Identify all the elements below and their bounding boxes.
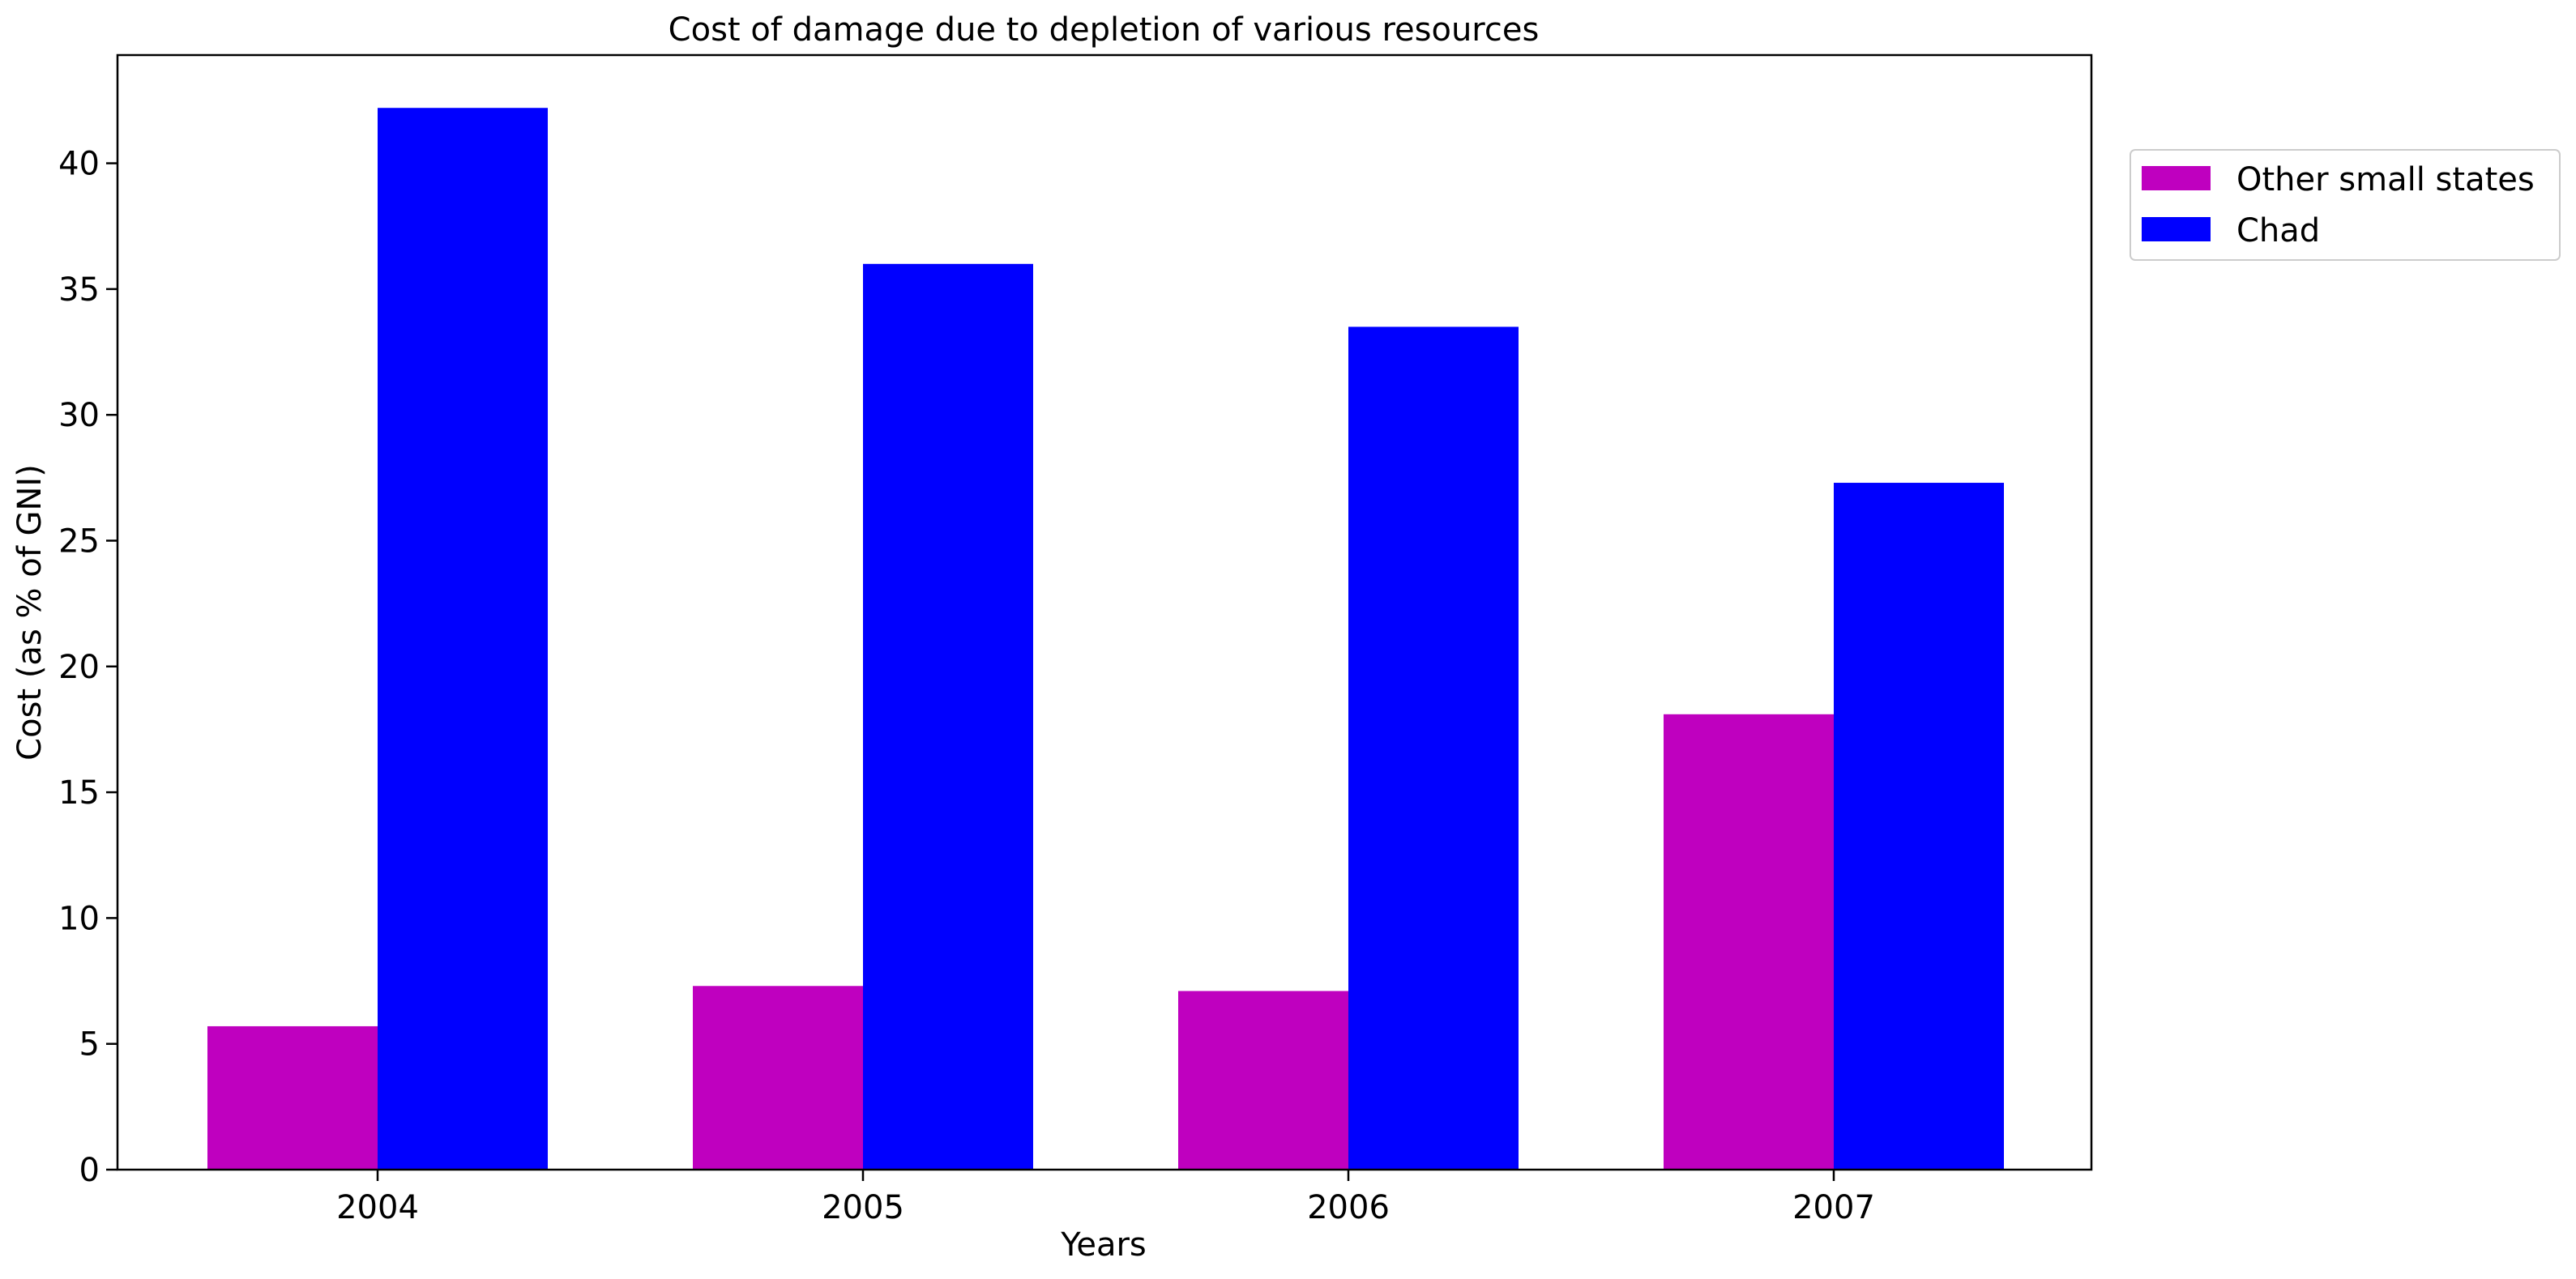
y-tick-label: 40 bbox=[58, 146, 100, 183]
x-tick-label: 2005 bbox=[822, 1189, 904, 1226]
bar-chad-2007 bbox=[1834, 483, 2004, 1170]
legend: Other small states Chad bbox=[2130, 149, 2561, 261]
y-axis-label: Cost (as % of GNI) bbox=[11, 464, 49, 761]
y-tick-label: 10 bbox=[58, 900, 100, 937]
bar-other-small-states-2004 bbox=[207, 1025, 378, 1170]
bar-chad-2006 bbox=[1348, 326, 1519, 1170]
legend-label-chad: Chad bbox=[2236, 212, 2320, 249]
plot-frame bbox=[116, 53, 2093, 1171]
x-tick-label: 2004 bbox=[336, 1189, 419, 1226]
y-tick-label: 30 bbox=[58, 397, 100, 434]
x-axis-ticks: 2004 2005 2006 2007 bbox=[336, 1170, 1875, 1226]
legend-label-other-small-states: Other small states bbox=[2236, 161, 2535, 198]
legend-frame bbox=[2130, 149, 2561, 261]
x-tick-label: 2006 bbox=[1307, 1189, 1390, 1226]
y-tick-label: 35 bbox=[58, 271, 100, 309]
bar-other-small-states-2007 bbox=[1664, 714, 1834, 1170]
y-tick-label: 15 bbox=[58, 774, 100, 812]
x-tick-label: 2007 bbox=[1792, 1189, 1875, 1226]
bar-other-small-states-2006 bbox=[1178, 991, 1348, 1170]
y-tick-label: 0 bbox=[79, 1152, 100, 1189]
y-tick-label: 25 bbox=[58, 522, 100, 560]
x-axis-label: Years bbox=[1060, 1226, 1147, 1264]
y-tick-label: 5 bbox=[79, 1026, 100, 1064]
y-axis-ticks: 0 5 10 15 20 25 30 35 40 bbox=[58, 146, 117, 1189]
chart-title: Cost of damage due to depletion of vario… bbox=[669, 11, 1540, 49]
y-tick-label: 20 bbox=[58, 649, 100, 686]
bar-other-small-states-2005 bbox=[693, 986, 863, 1170]
legend-swatch-other-small-states bbox=[2142, 166, 2211, 190]
bars-layer bbox=[207, 108, 2004, 1170]
legend-swatch-chad bbox=[2142, 217, 2211, 241]
bar-chad-2004 bbox=[378, 108, 548, 1170]
bar-chad-2005 bbox=[863, 263, 1033, 1170]
